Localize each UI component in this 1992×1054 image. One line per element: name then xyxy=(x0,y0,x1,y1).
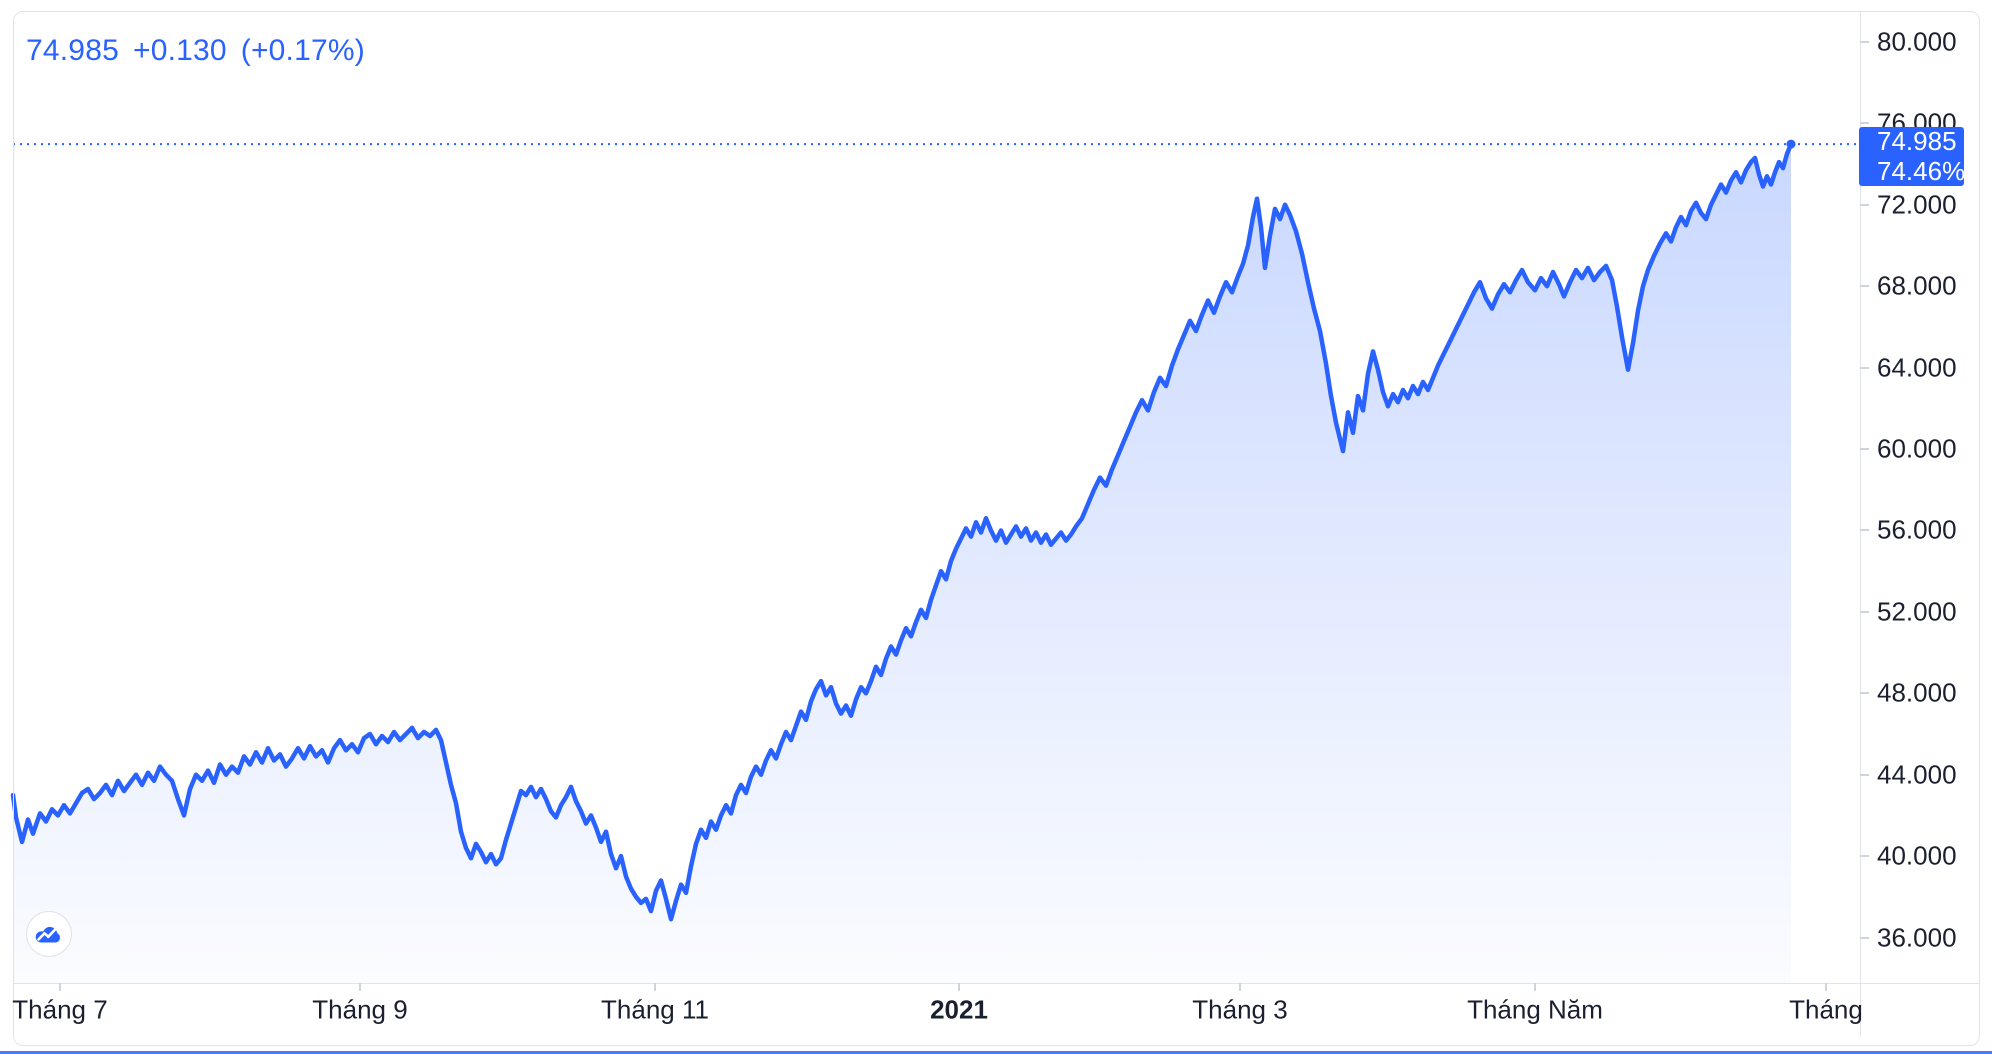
price-axis-separator xyxy=(1860,11,1861,1037)
time-axis-label: Tháng Năm xyxy=(1467,994,1603,1025)
badge-price: 74.985 xyxy=(1877,126,1957,157)
price-axis-tick xyxy=(1860,529,1869,532)
price-axis-label: 80.000 xyxy=(1877,26,1957,57)
time-axis-tick xyxy=(958,983,960,991)
price-axis-label: 36.000 xyxy=(1877,922,1957,953)
last-price-badge: 74.985 74.46% xyxy=(1859,126,1966,187)
price-axis-label: 40.000 xyxy=(1877,840,1957,871)
price-axis-tick xyxy=(1860,203,1869,206)
time-axis-tick xyxy=(59,983,61,991)
price-axis[interactable]: 80.000 76.000 72.000 68.000 64.000 60.000 56.0… xyxy=(1860,11,1980,983)
price-axis-tick xyxy=(1860,122,1869,125)
price-axis-tick xyxy=(1860,610,1869,613)
price-axis-label: 44.000 xyxy=(1877,759,1957,790)
price-axis-tick xyxy=(1860,773,1869,776)
area-fill xyxy=(13,144,1791,984)
time-axis-tick xyxy=(654,983,656,991)
price-axis-tick xyxy=(1860,692,1869,695)
time-axis-label: Tháng xyxy=(1789,994,1863,1025)
symbol-legend: 74.985 +0.130 (+0.17%) xyxy=(26,34,379,68)
price-axis-tick xyxy=(1860,936,1869,939)
time-axis-label: Tháng 9 xyxy=(312,994,408,1025)
price-axis-label: 64.000 xyxy=(1877,352,1957,383)
badge-percent: 74.46% xyxy=(1877,155,1966,186)
price-axis-label: 60.000 xyxy=(1877,433,1957,464)
price-line xyxy=(10,141,1794,922)
last-price-marker xyxy=(1786,139,1796,149)
legend-change-percent: (+0.17%) xyxy=(240,34,365,67)
legend-change: +0.130 xyxy=(132,34,227,67)
tradingview-cloud-chart-icon xyxy=(35,926,60,943)
price-axis-tick xyxy=(1860,366,1869,369)
time-axis-label: Tháng 3 xyxy=(1192,994,1288,1025)
time-axis-label: Tháng 7 xyxy=(12,994,108,1025)
price-axis-label: 68.000 xyxy=(1877,270,1957,301)
bottom-accent-line xyxy=(0,1051,1992,1054)
legend-last-price: 74.985 xyxy=(26,34,119,67)
time-axis-label: 2021 xyxy=(930,994,988,1025)
time-axis[interactable]: Tháng 7 Tháng 9 Tháng 11 2021 Tháng 3 Tháng N… xyxy=(12,983,1863,1037)
time-axis-tick xyxy=(1534,983,1536,991)
tradingview-logo[interactable] xyxy=(26,911,72,957)
price-axis-label: 48.000 xyxy=(1877,677,1957,708)
price-axis-label: 56.000 xyxy=(1877,514,1957,545)
price-axis-label: 72.000 xyxy=(1877,189,1957,220)
price-axis-tick xyxy=(1860,448,1869,451)
price-axis-tick xyxy=(1860,855,1869,858)
price-axis-tick xyxy=(1860,285,1869,288)
price-axis-tick xyxy=(1860,41,1869,43)
time-axis-tick xyxy=(1239,983,1241,991)
time-axis-tick xyxy=(1825,983,1827,991)
price-axis-label: 52.000 xyxy=(1877,596,1957,627)
time-axis-separator xyxy=(13,983,1980,984)
time-axis-label: Tháng 11 xyxy=(601,994,709,1025)
time-axis-tick xyxy=(359,983,361,991)
